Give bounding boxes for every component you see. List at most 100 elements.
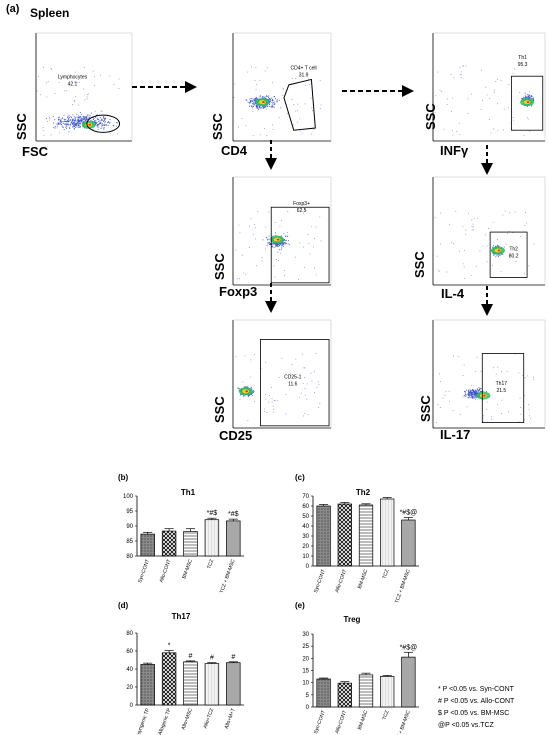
bar: [380, 498, 395, 567]
flow-x-label: FSC: [22, 144, 48, 159]
y-tick-label: 5: [306, 693, 310, 699]
y-tick-label: 60: [126, 649, 133, 655]
significance-mark: *: [168, 643, 171, 650]
gate: [510, 75, 544, 131]
legend-entry: @P <0.05 vs.TCZ: [438, 722, 494, 729]
x-tick-label: Syn-CONT: [137, 559, 151, 584]
flow-x-label: INFγ: [440, 143, 469, 158]
bar: [226, 520, 241, 557]
gate-value: 42.1: [68, 81, 78, 87]
flow-y-label: SSC: [210, 113, 225, 140]
flow-x-label: IL-17: [440, 427, 471, 442]
gate-value: 11.6: [288, 381, 298, 387]
flow-plot-cd25: CD25-111.6: [232, 319, 332, 429]
bar: [316, 505, 331, 567]
x-tick-label: BM-MSC: [357, 709, 370, 730]
gate-name: Th1: [518, 55, 527, 61]
chart-title: Th2: [356, 488, 371, 497]
x-tick-label: Allo+M+T: [224, 708, 237, 730]
flow-y-label: SSC: [212, 253, 227, 280]
x-tick-label: Allo-CONT: [334, 710, 348, 735]
flow-y-label: SSC: [14, 113, 29, 140]
bar: [380, 675, 395, 708]
y-tick-label: 50: [302, 514, 309, 520]
bar: [358, 504, 374, 567]
gate: [86, 114, 121, 133]
gate-value: 95.3: [518, 62, 528, 68]
gate: [489, 231, 528, 278]
bar: [204, 519, 220, 557]
x-tick-label: TCZ: [206, 559, 215, 570]
y-tick-label: 30: [302, 632, 309, 638]
panel-letter: (e): [295, 601, 305, 610]
x-tick-label: TCZ: [382, 569, 391, 580]
x-tick-label: Allo+MSC: [181, 707, 194, 730]
gate: [283, 78, 316, 131]
gate-value: 80.2: [509, 253, 519, 259]
y-tick-label: 10: [302, 681, 309, 687]
significance-mark: *#$@: [400, 644, 418, 651]
flow-y-label: SSC: [418, 395, 433, 422]
bar: [140, 533, 155, 557]
significance-mark: #: [231, 654, 235, 661]
bar: [161, 530, 177, 557]
y-tick-label: 80: [126, 554, 133, 560]
x-tick-label: syngenic TP: [136, 707, 151, 735]
x-tick-label: TCZ + BM-MSC: [394, 568, 412, 604]
flow-x-label: CD25: [219, 428, 253, 443]
gate-name: Lymphocytes: [58, 74, 88, 80]
bar: [337, 682, 352, 708]
chart-title: Th17: [172, 612, 191, 621]
bar: [183, 531, 198, 557]
legend-entry: * P <0.05 vs. Syn-CONT: [438, 686, 514, 693]
y-tick-label: 90: [126, 524, 133, 530]
tissue-label: Spleen: [30, 6, 70, 20]
gate: [481, 353, 525, 424]
significance-mark: *#$@: [400, 510, 418, 517]
panel-letter: (c): [295, 473, 305, 482]
y-tick-label: 95: [126, 509, 133, 515]
flow-x-label: IL-4: [441, 286, 465, 301]
chart-title: Treg: [344, 615, 361, 624]
x-tick-label: BM-MSC: [181, 558, 194, 579]
x-tick-label: Allogenic TP: [157, 707, 172, 735]
flow-x-label: Foxp3: [219, 284, 258, 299]
y-tick-label: 20: [302, 544, 309, 550]
y-tick-label: 40: [302, 524, 309, 530]
gate: [270, 206, 330, 284]
gate: [260, 339, 330, 427]
y-tick-label: 15: [302, 669, 309, 675]
panel-letter: (d): [118, 601, 129, 610]
x-tick-label: BM-MSC: [357, 568, 370, 589]
flow-plot-foxp3: Foxp3+62.5: [232, 176, 332, 286]
y-tick-label: 0: [130, 703, 134, 709]
legend-entry: $ P <0.05 vs. BM-MSC: [438, 710, 510, 717]
flow-y-label: SSC: [212, 396, 227, 423]
x-tick-label: Syn-CONT: [313, 710, 327, 735]
y-tick-label: 100: [123, 494, 134, 500]
bar: [183, 661, 198, 706]
bar: [161, 652, 177, 706]
x-tick-label: Allo+TCZ: [202, 708, 215, 730]
y-tick-label: 10: [302, 554, 309, 560]
x-tick-label: Allo-CONT: [334, 569, 348, 594]
y-tick-label: 0: [306, 564, 310, 570]
bar-chart-th2: (c) Th2 0 10 20 30 40 50 60 70 Syn-CONT Allo-CONT BM…: [295, 473, 419, 604]
significance-mark: *#$: [228, 511, 239, 518]
x-tick-label: Syn-CONT: [313, 569, 327, 594]
flow-x-label: CD4: [221, 143, 248, 158]
bar: [401, 519, 416, 567]
bar-chart-th17: (d) Th17 0 20 40 60 80 syngenic TP * Allogenic TP…: [118, 601, 244, 735]
y-tick-label: 70: [302, 494, 309, 500]
bar: [358, 674, 374, 708]
y-tick-label: 0: [306, 705, 310, 711]
x-tick-label: TCZ + BM-MSC: [394, 709, 412, 735]
bar-chart-th1: (b) Th1 80 85 90 95 100 Syn-CONT Allo-CONT BM-MSC…: [118, 473, 244, 594]
panel-a-label: (a): [6, 3, 20, 15]
